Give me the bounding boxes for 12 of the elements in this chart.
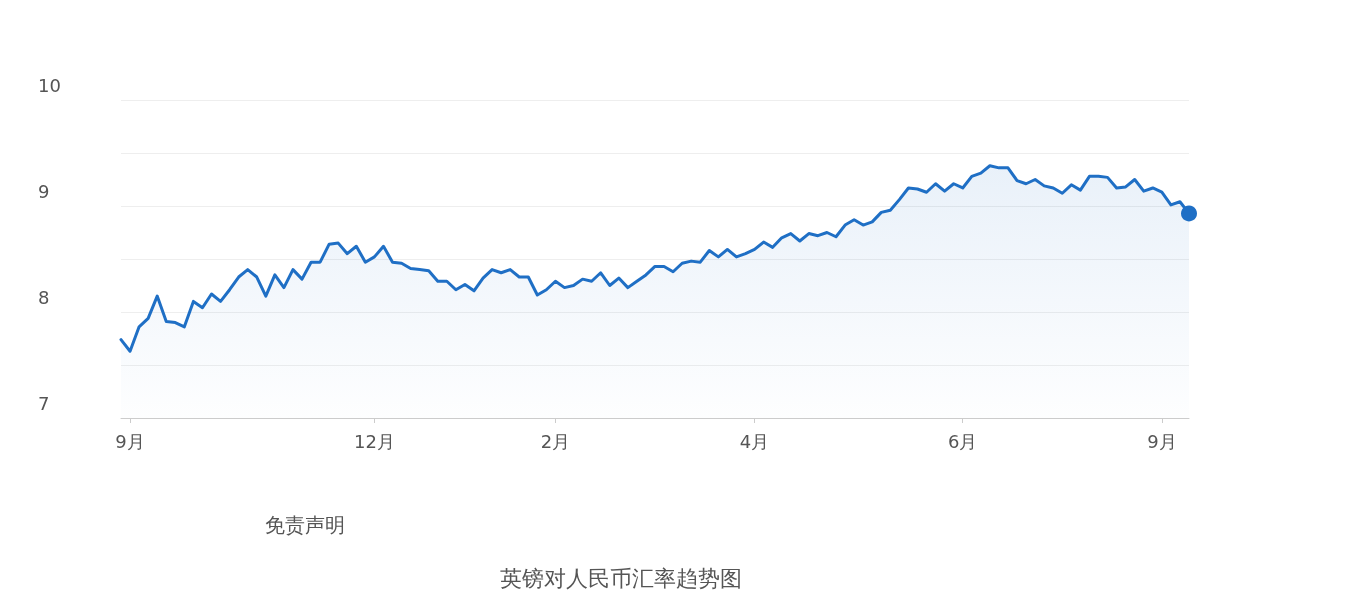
y-tick-label: 9 xyxy=(38,180,50,202)
text: 免责声明 xyxy=(265,513,345,537)
x-tick-label: 12月 xyxy=(353,430,395,452)
y-tick-label: 7 xyxy=(38,392,50,414)
x-tick-label: 6月 xyxy=(948,430,978,452)
x-tick-label: 9月 xyxy=(1147,430,1177,452)
x-tick-label: 2月 xyxy=(540,430,571,452)
x-tick-label: 9月 xyxy=(115,430,145,452)
text: 英镑对人民币汇率趋势图 xyxy=(500,565,742,591)
y-tick-label: 10 xyxy=(38,74,61,96)
x-tick-label: 4月 xyxy=(739,430,770,452)
y-tick-label: 8 xyxy=(38,286,50,308)
